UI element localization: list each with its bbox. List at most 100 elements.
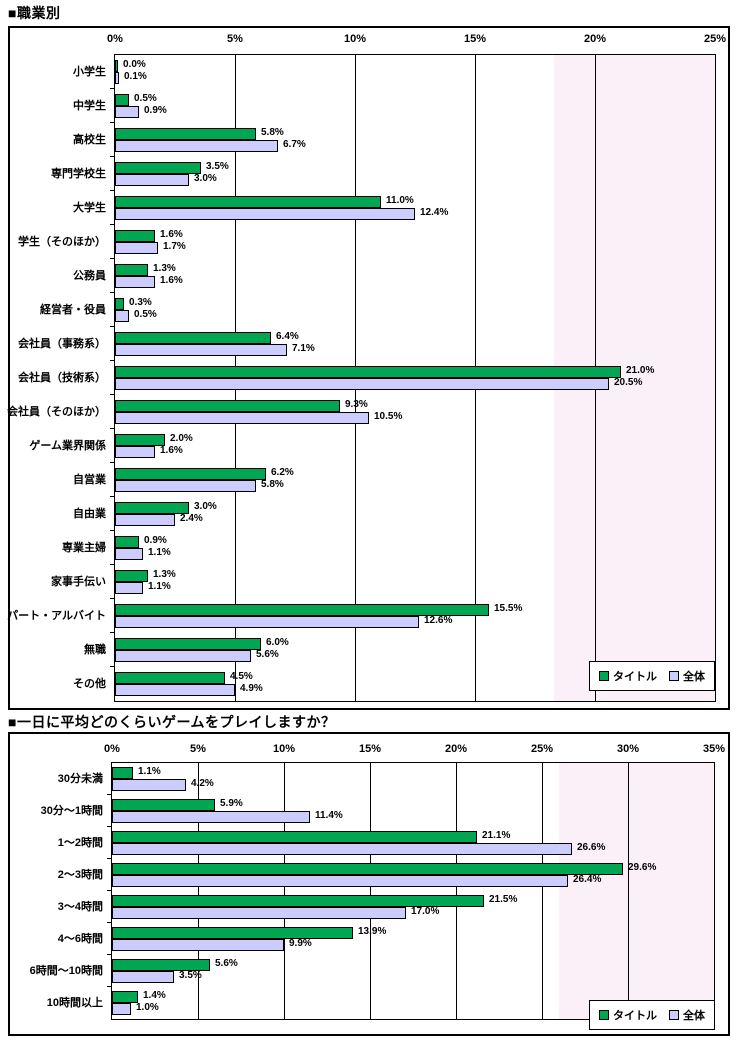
bar-title-series [112, 799, 215, 811]
value-label-overall: 11.4% [315, 810, 343, 821]
chart2-title: ■一日に平均どのくらいゲームをプレイしますか？ [8, 714, 336, 730]
bar-overall-series [112, 971, 174, 983]
value-label-title: 13.9% [358, 926, 387, 937]
category-label: 専業主婦 [62, 542, 106, 554]
category-label: 会社員（技術系） [18, 372, 106, 384]
category-label: 公務員 [73, 270, 106, 282]
category-label: 自由業 [73, 508, 106, 520]
category-label: 10時間以上 [46, 997, 103, 1009]
category-tick [110, 598, 115, 599]
x-axis-tick-label: 15% [463, 33, 487, 45]
bar-overall-series [115, 208, 415, 220]
x-axis-tick-label: 15% [358, 743, 382, 755]
value-label-title: 3.5% [206, 161, 229, 172]
x-axis-tick-label: 5% [190, 743, 206, 755]
value-label-overall: 12.6% [424, 615, 453, 626]
value-label-overall: 3.0% [194, 173, 217, 184]
category-label: 専門学校生 [51, 168, 106, 180]
legend-label-title: タイトル [613, 1010, 657, 1022]
bar-title-series [115, 536, 139, 548]
category-label: 2～3時間 [57, 869, 103, 881]
category-label: 中学生 [73, 100, 106, 112]
bar-overall-series [115, 140, 278, 152]
x-axis-tick-label: 0% [107, 33, 123, 45]
value-label-overall: 2.4% [180, 513, 203, 524]
value-label-overall: 17.0% [411, 906, 440, 917]
bar-overall-series [115, 106, 139, 118]
value-label-title: 5.9% [220, 798, 243, 809]
bar-title-series [115, 570, 148, 582]
bar-overall-series [115, 446, 155, 458]
value-label-overall: 3.5% [179, 970, 202, 981]
category-tick [110, 122, 115, 123]
x-axis-tick-label: 20% [583, 33, 607, 45]
bar-overall-series [112, 779, 186, 791]
value-label-overall: 6.7% [283, 139, 306, 150]
value-label-title: 21.0% [626, 365, 655, 376]
chart1-frame: 0.0% 0.1% 0.5% 0.9% 5.8% 6.7% 3.5% 3.0% 11.0% 12.… [7, 26, 730, 710]
value-label-title: 9.3% [345, 399, 368, 410]
bar-title-series [115, 196, 381, 208]
chart2-frame: 1.1% 4.2% 5.9% 11.4% 21.1% 26.6% 29.6% 26.4% 21.… [8, 732, 730, 1036]
value-label-title: 6.2% [271, 467, 294, 478]
bar-overall-series [115, 310, 129, 322]
value-label-title: 4.5% [230, 671, 253, 682]
bar-overall-series [115, 582, 143, 594]
category-label: 大学生 [73, 202, 106, 214]
value-label-title: 1.3% [153, 569, 176, 580]
bar-title-series [115, 638, 261, 650]
value-label-title: 0.5% [134, 93, 157, 104]
value-label-title: 0.3% [129, 297, 152, 308]
value-label-overall: 0.9% [144, 105, 167, 116]
bar-overall-series [115, 548, 143, 560]
value-label-title: 11.0% [386, 195, 414, 206]
category-tick [110, 496, 115, 497]
bar-overall-series [115, 480, 256, 492]
category-tick [110, 156, 115, 157]
category-tick [110, 632, 115, 633]
category-tick [107, 794, 112, 795]
bar-overall-series [115, 514, 175, 526]
bar-title-series [115, 264, 148, 276]
legend-swatch-overall [669, 1010, 679, 1020]
bar-title-series [112, 895, 484, 907]
bar-overall-series [115, 174, 189, 186]
value-label-title: 21.5% [489, 894, 518, 905]
bar-overall-series [112, 811, 310, 823]
x-axis-tick-label: 20% [444, 743, 468, 755]
value-label-title: 6.4% [276, 331, 299, 342]
category-tick [110, 292, 115, 293]
category-tick [110, 666, 115, 667]
category-tick [107, 954, 112, 955]
category-tick [110, 88, 115, 89]
value-label-title: 15.5% [494, 603, 523, 614]
legend: タイトル 全体 [589, 661, 715, 691]
bar-overall-series [115, 684, 235, 696]
bar-overall-series [112, 1003, 131, 1015]
value-label-title: 1.3% [153, 263, 176, 274]
value-label-overall: 26.4% [573, 874, 602, 885]
bar-overall-series [115, 650, 251, 662]
category-label: その他 [73, 678, 106, 690]
value-label-overall: 5.6% [256, 649, 279, 660]
bar-title-series [112, 991, 138, 1003]
legend-item-title: タイトル [599, 668, 657, 684]
x-axis-tick-label: 0% [104, 743, 120, 755]
x-axis-tick-label: 25% [530, 743, 554, 755]
category-tick [110, 428, 115, 429]
value-label-overall: 20.5% [614, 377, 643, 388]
bar-title-series [115, 128, 256, 140]
value-label-overall: 7.1% [292, 343, 315, 354]
bar-overall-series [115, 616, 419, 628]
bar-title-series [115, 230, 155, 242]
value-label-title: 5.8% [261, 127, 284, 138]
legend-item-title: タイトル [599, 1007, 657, 1023]
value-label-title: 0.9% [144, 535, 167, 546]
legend-label-overall: 全体 [683, 671, 705, 683]
gridline [628, 763, 629, 1019]
bar-overall-series [112, 843, 572, 855]
category-tick [107, 826, 112, 827]
value-label-title: 1.6% [160, 229, 183, 240]
value-label-overall: 26.6% [577, 842, 606, 853]
bar-title-series [115, 400, 340, 412]
